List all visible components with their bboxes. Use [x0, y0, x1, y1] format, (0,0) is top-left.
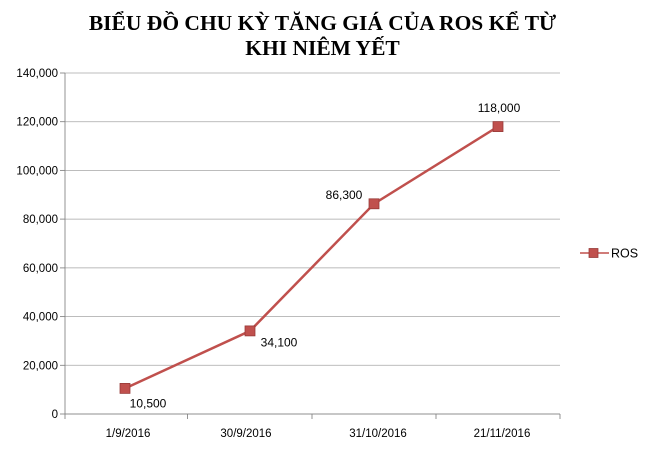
- svg-text:118,000: 118,000: [478, 101, 521, 115]
- svg-text:10,500: 10,500: [130, 397, 167, 411]
- svg-text:30/9/2016: 30/9/2016: [220, 428, 271, 440]
- svg-text:140,000: 140,000: [16, 68, 58, 80]
- svg-text:1/9/2016: 1/9/2016: [106, 428, 151, 440]
- svg-text:31/10/2016: 31/10/2016: [349, 428, 407, 440]
- svg-text:120,000: 120,000: [16, 117, 58, 129]
- svg-text:34,100: 34,100: [261, 336, 298, 350]
- svg-text:60,000: 60,000: [23, 263, 58, 275]
- svg-text:100,000: 100,000: [16, 165, 58, 177]
- svg-text:0: 0: [52, 409, 58, 421]
- svg-text:20,000: 20,000: [23, 360, 58, 372]
- svg-text:21/11/2016: 21/11/2016: [474, 428, 531, 440]
- svg-text:80,000: 80,000: [23, 214, 58, 226]
- svg-text:86,300: 86,300: [326, 188, 363, 202]
- svg-text:ROS: ROS: [611, 247, 638, 261]
- svg-text:40,000: 40,000: [23, 312, 58, 324]
